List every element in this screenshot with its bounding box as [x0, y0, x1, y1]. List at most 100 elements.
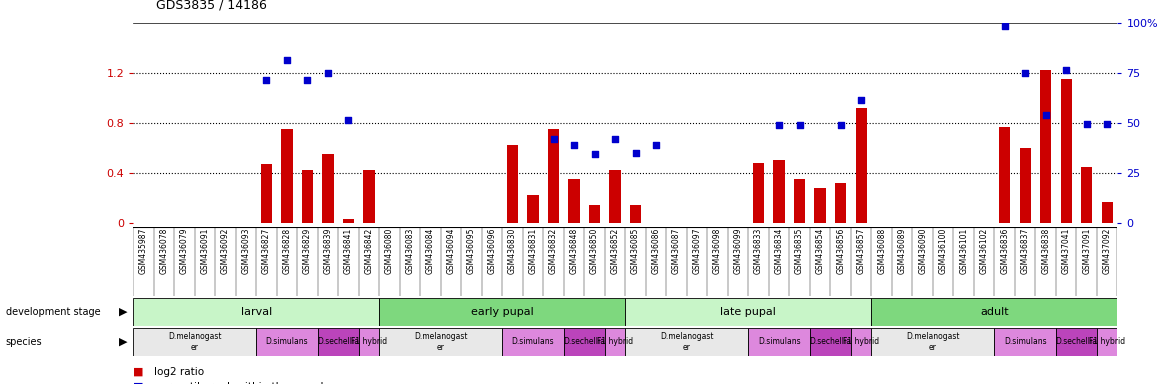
Bar — [609, 170, 621, 223]
Text: GSM436085: GSM436085 — [631, 228, 640, 274]
Text: GSM436835: GSM436835 — [796, 228, 804, 274]
Bar — [995, 328, 1056, 356]
Bar — [1056, 328, 1097, 356]
Text: GSM436078: GSM436078 — [160, 228, 168, 274]
Text: GSM436850: GSM436850 — [591, 228, 599, 274]
Point — [626, 150, 645, 156]
Point — [299, 78, 317, 84]
Text: GSM436084: GSM436084 — [426, 228, 435, 274]
Text: D.simulans: D.simulans — [265, 338, 308, 346]
Bar — [322, 154, 334, 223]
Text: GSM436832: GSM436832 — [549, 228, 558, 274]
Text: GSM437041: GSM437041 — [1062, 228, 1071, 274]
Text: GSM436856: GSM436856 — [836, 228, 845, 274]
Text: GSM436101: GSM436101 — [959, 228, 968, 274]
Bar — [1097, 328, 1117, 356]
Point — [1016, 70, 1034, 76]
Text: GSM436091: GSM436091 — [200, 228, 210, 274]
Bar — [1040, 71, 1051, 223]
Bar — [625, 298, 871, 326]
Text: GSM437091: GSM437091 — [1083, 228, 1091, 274]
Point — [1077, 121, 1095, 127]
Point — [996, 23, 1014, 29]
Text: GSM436098: GSM436098 — [713, 228, 723, 274]
Text: GSM436092: GSM436092 — [221, 228, 230, 274]
Text: GSM436090: GSM436090 — [918, 228, 928, 275]
Text: development stage: development stage — [6, 307, 101, 317]
Text: GSM436834: GSM436834 — [775, 228, 784, 274]
Text: GSM436839: GSM436839 — [323, 228, 332, 274]
Text: adult: adult — [980, 307, 1009, 317]
Bar — [625, 328, 748, 356]
Text: GSM436079: GSM436079 — [179, 228, 189, 275]
Bar — [835, 183, 846, 223]
Point — [831, 122, 850, 128]
Text: ▶: ▶ — [119, 307, 127, 317]
Bar — [507, 146, 518, 223]
Text: GSM436838: GSM436838 — [1041, 228, 1050, 274]
Bar — [1019, 148, 1031, 223]
Text: F1 hybrid: F1 hybrid — [351, 338, 387, 346]
Text: D.sechellia: D.sechellia — [563, 338, 606, 346]
Bar — [359, 328, 380, 356]
Text: F1 hybrid: F1 hybrid — [598, 338, 633, 346]
Text: percentile rank within the sample: percentile rank within the sample — [154, 382, 330, 384]
Bar — [856, 108, 867, 223]
Point — [318, 70, 337, 76]
Bar — [774, 161, 785, 223]
Point — [585, 151, 603, 157]
Text: GSM436102: GSM436102 — [980, 228, 989, 274]
Text: late pupal: late pupal — [720, 307, 776, 317]
Bar — [809, 328, 851, 356]
Text: GDS3835 / 14186: GDS3835 / 14186 — [156, 0, 267, 12]
Bar — [527, 195, 538, 223]
Bar — [281, 129, 293, 223]
Text: GSM437092: GSM437092 — [1102, 228, 1112, 274]
Text: D.melanogast
er: D.melanogast er — [907, 332, 960, 352]
Bar — [380, 298, 625, 326]
Bar — [871, 328, 995, 356]
Bar — [589, 205, 600, 223]
Text: ▶: ▶ — [119, 337, 127, 347]
Text: larval: larval — [241, 307, 272, 317]
Text: D.sechellia: D.sechellia — [317, 338, 359, 346]
Text: GSM436096: GSM436096 — [488, 228, 497, 275]
Bar — [317, 328, 359, 356]
Bar — [1061, 79, 1072, 223]
Text: GSM436080: GSM436080 — [384, 228, 394, 274]
Bar — [871, 298, 1117, 326]
Point — [647, 142, 666, 149]
Point — [565, 142, 584, 149]
Bar — [1082, 167, 1092, 223]
Text: D.sechellia: D.sechellia — [809, 338, 851, 346]
Text: D.simulans: D.simulans — [757, 338, 800, 346]
Text: D.sechellia: D.sechellia — [1055, 338, 1098, 346]
Text: GSM436836: GSM436836 — [1001, 228, 1009, 274]
Text: ■: ■ — [133, 382, 144, 384]
Bar — [503, 328, 564, 356]
Text: ■: ■ — [133, 367, 144, 377]
Point — [606, 136, 624, 142]
Text: GSM436848: GSM436848 — [570, 228, 579, 274]
Bar — [133, 298, 380, 326]
Text: D.simulans: D.simulans — [512, 338, 555, 346]
Point — [770, 122, 789, 128]
Text: GSM436833: GSM436833 — [754, 228, 763, 274]
Point — [544, 136, 563, 142]
Text: D.simulans: D.simulans — [1004, 338, 1047, 346]
Text: GSM435987: GSM435987 — [139, 228, 148, 274]
Bar — [999, 127, 1010, 223]
Bar — [564, 328, 604, 356]
Text: F1 hybrid: F1 hybrid — [1090, 338, 1126, 346]
Text: GSM436828: GSM436828 — [283, 228, 292, 274]
Bar — [380, 328, 503, 356]
Bar — [794, 179, 805, 223]
Text: D.melanogast
er: D.melanogast er — [660, 332, 713, 352]
Point — [278, 58, 296, 64]
Text: GSM436083: GSM436083 — [405, 228, 415, 274]
Point — [1057, 68, 1076, 74]
Point — [257, 78, 276, 84]
Bar — [569, 179, 580, 223]
Bar — [753, 163, 764, 223]
Text: GSM436829: GSM436829 — [303, 228, 312, 274]
